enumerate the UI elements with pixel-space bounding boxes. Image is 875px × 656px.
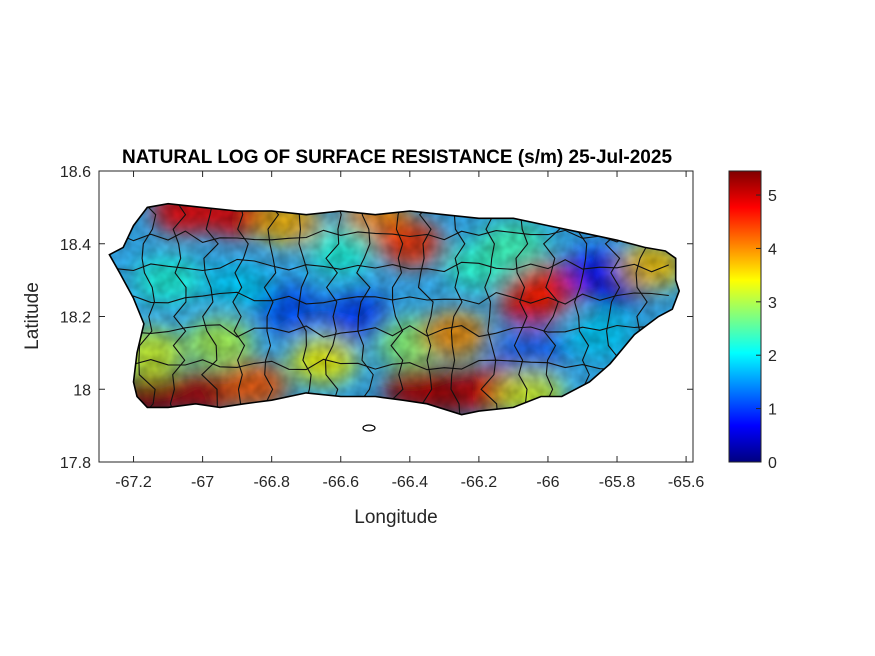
x-tick-label: -66.4 bbox=[392, 474, 429, 491]
colorbar-tick-label: 4 bbox=[768, 241, 777, 258]
x-tick-label: -66 bbox=[536, 474, 559, 491]
border-line bbox=[116, 358, 669, 371]
x-axis-label: Longitude bbox=[354, 507, 437, 528]
border-line bbox=[116, 229, 669, 243]
y-tick-label: 18.6 bbox=[60, 164, 91, 181]
y-tick-label: 17.8 bbox=[60, 455, 91, 472]
offshore-islet bbox=[362, 424, 376, 432]
border-line bbox=[116, 324, 670, 338]
border-line bbox=[480, 203, 499, 415]
border-line bbox=[324, 203, 342, 415]
x-tick-label: -66.8 bbox=[253, 474, 290, 491]
colorbar-tick-label: 0 bbox=[768, 455, 777, 472]
border-line bbox=[232, 203, 249, 415]
border-line bbox=[201, 203, 219, 415]
x-tick-label: -65.6 bbox=[668, 474, 705, 491]
y-axis: 17.8 18 18.2 18.4 18.6 bbox=[60, 164, 693, 472]
x-tick-label: -67 bbox=[191, 474, 214, 491]
border-line bbox=[138, 203, 157, 415]
x-tick-label: -66.6 bbox=[323, 474, 360, 491]
colorbar-ticks: 0 1 2 3 4 5 bbox=[756, 188, 777, 472]
border-line bbox=[263, 203, 280, 415]
colorbar bbox=[728, 170, 762, 463]
colorbar-tick-label: 1 bbox=[768, 402, 777, 419]
island-coastline bbox=[108, 202, 681, 416]
y-axis-label: Latitude bbox=[22, 282, 43, 350]
x-tick-label: -65.8 bbox=[599, 474, 636, 491]
x-tick-label: -67.2 bbox=[115, 474, 152, 491]
border-line bbox=[513, 203, 529, 415]
y-tick-label: 18.4 bbox=[60, 237, 91, 254]
y-tick-label: 18 bbox=[73, 382, 91, 399]
border-line bbox=[450, 203, 466, 415]
x-tick-label: -66.2 bbox=[461, 474, 498, 491]
border-line bbox=[542, 203, 561, 415]
border-line bbox=[116, 291, 669, 305]
border-line bbox=[356, 203, 374, 415]
border-line bbox=[116, 258, 670, 273]
colorbar-tick-label: 2 bbox=[768, 348, 777, 365]
colorbar-tick-label: 3 bbox=[768, 295, 777, 312]
border-line bbox=[573, 203, 590, 415]
colorbar-tick-label: 5 bbox=[768, 188, 777, 205]
y-tick-label: 18.2 bbox=[60, 310, 91, 327]
border-line bbox=[387, 203, 404, 415]
chart-title: NATURAL LOG OF SURFACE RESISTANCE (s/m) … bbox=[122, 147, 672, 168]
border-line bbox=[297, 203, 312, 415]
border-line bbox=[417, 203, 435, 415]
x-axis: -67.2 -67 -66.8 -66.6 -66.4 -66.2 -66 -65.8 -65.… bbox=[115, 171, 704, 491]
